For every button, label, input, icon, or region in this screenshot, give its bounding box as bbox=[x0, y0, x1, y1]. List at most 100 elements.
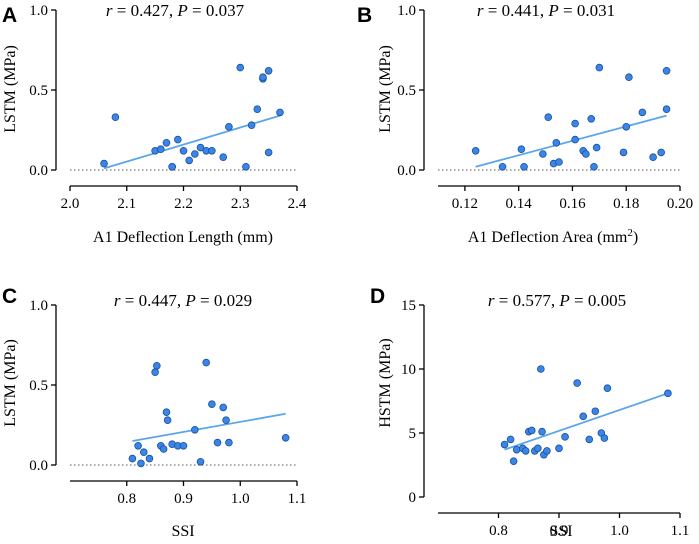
panel-c-data-point bbox=[139, 448, 148, 457]
panel-c-xtick-label: 1.1 bbox=[288, 491, 307, 507]
panel-b-ytick-label: 0.5 bbox=[397, 83, 416, 99]
panel-d-data-point bbox=[555, 444, 563, 453]
panel-b-data-point bbox=[662, 67, 671, 75]
panel-c-stat-p: P bbox=[184, 291, 195, 310]
panel-d-data-point bbox=[509, 457, 518, 465]
panel-b-data-point bbox=[662, 105, 671, 113]
panel-c-stat-p-value: = 0.029 bbox=[196, 291, 252, 310]
panel-c-xtick-label: 0.9 bbox=[174, 491, 193, 507]
panel-c: C r = 0.447, P = 0.029 LSTM (MPa) SSI 0.… bbox=[2, 285, 306, 540]
panel-b-data-point bbox=[619, 148, 628, 157]
panel-d-xtick-label: 0.9 bbox=[550, 523, 569, 539]
panel-b-ytick-label: 1.0 bbox=[397, 3, 416, 19]
panel-c-letter: C bbox=[2, 285, 17, 308]
panel-c-data-point bbox=[191, 425, 199, 434]
panel-a-data-point bbox=[225, 123, 233, 131]
panel-c-data-point bbox=[137, 459, 145, 468]
panel-a-xtick-label: 2.4 bbox=[288, 196, 307, 212]
panel-b-xlabel-end: ) bbox=[633, 229, 638, 246]
panel-c-data-point bbox=[145, 454, 154, 463]
panel-c-ytick-label: 0.5 bbox=[29, 378, 48, 394]
panel-b-data-point bbox=[571, 135, 579, 144]
panel-c-stat-r: r bbox=[114, 291, 121, 310]
panel-d-data-point bbox=[573, 379, 581, 387]
panel-d-xtick-label: 0.8 bbox=[489, 523, 508, 539]
panel-b-data-point bbox=[498, 163, 507, 171]
panel-b-data-point bbox=[539, 150, 547, 158]
panel-c-fit-line bbox=[132, 412, 286, 442]
panel-c-data-point bbox=[196, 457, 205, 466]
panel-d-data-point bbox=[543, 447, 551, 455]
panel-b-stat-r-value: = 0.441, bbox=[484, 1, 549, 20]
panel-c-data-point bbox=[222, 416, 230, 425]
panel-d-data-point bbox=[561, 433, 569, 441]
panel-b-xtick-label: 0.20 bbox=[667, 196, 693, 212]
panel-d-data-point bbox=[579, 412, 587, 421]
panel-b-letter: B bbox=[357, 4, 372, 27]
panel-a-data-point bbox=[276, 108, 284, 117]
panel-b-data-point bbox=[555, 158, 563, 166]
panel-c-stat: r = 0.447, P = 0.029 bbox=[114, 291, 252, 310]
panel-d-data-point bbox=[585, 435, 594, 444]
panel-c-data-point bbox=[213, 438, 222, 447]
panel-c-data-point bbox=[163, 416, 172, 425]
panel-a-data-point bbox=[236, 63, 245, 72]
panel-a: A r = 0.427, P = 0.037 LSTM (MPa) A1 Def… bbox=[2, 1, 307, 246]
panel-d-xtick-label: 1.0 bbox=[610, 523, 629, 539]
panel-c-data-point bbox=[151, 368, 159, 377]
panel-b-data-point bbox=[649, 153, 657, 162]
panel-a-ytick-label: 0.5 bbox=[29, 83, 48, 99]
panel-a-data-point bbox=[157, 145, 165, 154]
panel-c-data-point bbox=[179, 441, 188, 450]
panel-a-stat-p: P bbox=[176, 1, 187, 20]
panel-a-data-point bbox=[259, 73, 267, 81]
panel-b-data-point bbox=[587, 115, 596, 123]
panel-d-letter: D bbox=[370, 285, 385, 308]
panel-a-data-point bbox=[174, 135, 182, 144]
panel-b-xtick-label: 0.16 bbox=[559, 196, 586, 212]
panel-d-data-point bbox=[664, 389, 672, 398]
panel-a-stat-r-value: = 0.427, bbox=[113, 1, 178, 20]
panel-b-data-point bbox=[622, 123, 631, 131]
panel-d-ytick-label: 5 bbox=[409, 426, 417, 442]
panel-d-xlabel: SSI bbox=[549, 523, 572, 540]
panel-d-stat-p-value: = 0.005 bbox=[570, 291, 626, 310]
panel-d-data-point bbox=[603, 384, 612, 393]
panel-c-data-point bbox=[153, 361, 161, 370]
panel-b: B r = 0.441, P = 0.031 LSTM (MPa) A1 Def… bbox=[357, 1, 693, 246]
panel-a-letter: A bbox=[2, 4, 17, 27]
panel-d-ytick-label: 15 bbox=[401, 298, 416, 314]
panel-b-data-point bbox=[592, 143, 601, 152]
panel-b-data-point bbox=[595, 63, 604, 72]
panel-c-stat-r-value: = 0.447, bbox=[121, 291, 186, 310]
panel-b-xlabel: A1 Deflection Area (mm2) bbox=[468, 227, 638, 246]
panel-d-data-point bbox=[534, 444, 542, 453]
panel-a-data-point bbox=[208, 147, 216, 155]
panel-d-data-point bbox=[600, 434, 609, 442]
panel-b-ytick-label: 0.0 bbox=[397, 163, 416, 179]
panel-b-data-point bbox=[625, 73, 633, 81]
panel-c-ytick-label: 1.0 bbox=[29, 298, 48, 314]
panel-d-ytick-label: 0 bbox=[409, 490, 417, 506]
panel-c-data-point bbox=[225, 438, 233, 447]
panel-d-fit-line bbox=[504, 392, 669, 451]
panel-c-data-point bbox=[202, 358, 211, 367]
panel-b-xtick-label: 0.14 bbox=[506, 196, 533, 212]
panel-a-stat: r = 0.427, P = 0.037 bbox=[106, 1, 245, 20]
panel-a-xtick-label: 2.2 bbox=[174, 196, 193, 212]
panel-c-data-point bbox=[219, 403, 228, 412]
panel-b-data-point bbox=[520, 163, 528, 171]
panel-d-stat-r-value: = 0.577, bbox=[495, 291, 560, 310]
panel-b-xlabel-sup: 2 bbox=[627, 227, 633, 239]
panel-d-data-point bbox=[521, 447, 530, 455]
panel-a-data-point bbox=[100, 159, 108, 168]
panel-d-xtick-label: 1.1 bbox=[671, 523, 690, 539]
panel-b-data-point bbox=[517, 145, 526, 154]
panel-c-xtick-label: 0.8 bbox=[117, 491, 136, 507]
panel-d-stat-r: r bbox=[488, 291, 495, 310]
panel-a-ytick-label: 0.0 bbox=[29, 163, 48, 179]
panel-b-data-point bbox=[471, 147, 480, 155]
panel-d-data-point bbox=[512, 445, 521, 454]
panel-b-data-point bbox=[552, 139, 561, 147]
